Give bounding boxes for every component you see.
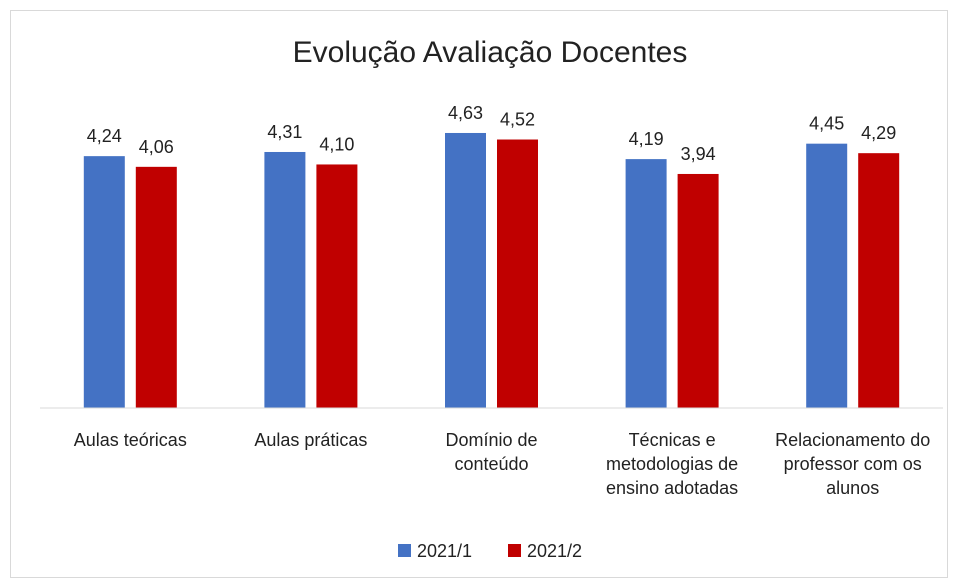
x-tick-label: Técnicas e metodologias de ensino adotad… (606, 430, 739, 498)
legend-label: 2021/2 (527, 541, 582, 561)
data-label: 4,24 (87, 126, 122, 146)
bar (625, 159, 667, 408)
data-label: 4,06 (139, 137, 174, 157)
legend-swatch (508, 544, 521, 557)
data-label: 3,94 (681, 144, 716, 164)
data-label: 4,29 (861, 123, 896, 143)
bar (677, 173, 719, 408)
data-label: 4,52 (500, 110, 535, 130)
x-tick-label: Domínio de conteúdo (445, 430, 538, 474)
bar (264, 151, 306, 408)
data-label: 4,63 (448, 103, 483, 123)
legend-label: 2021/1 (417, 541, 472, 561)
x-tick-label: Relacionamento do professor com os aluno… (775, 430, 931, 498)
chart-title: Evolução Avaliação Docentes (293, 36, 688, 69)
x-tick-label: Aulas teóricas (73, 430, 187, 450)
bar (135, 166, 177, 408)
x-tick-label: Aulas práticas (254, 430, 368, 450)
bar (445, 132, 486, 408)
data-label: 4,31 (267, 122, 302, 142)
legend-swatch (398, 544, 411, 557)
bar (316, 164, 358, 408)
bar (858, 153, 900, 408)
bar (83, 156, 125, 408)
data-label: 4,10 (319, 134, 354, 154)
bar (806, 143, 848, 409)
bar (497, 139, 538, 408)
data-label: 4,45 (809, 114, 844, 134)
data-label: 4,19 (629, 129, 664, 149)
